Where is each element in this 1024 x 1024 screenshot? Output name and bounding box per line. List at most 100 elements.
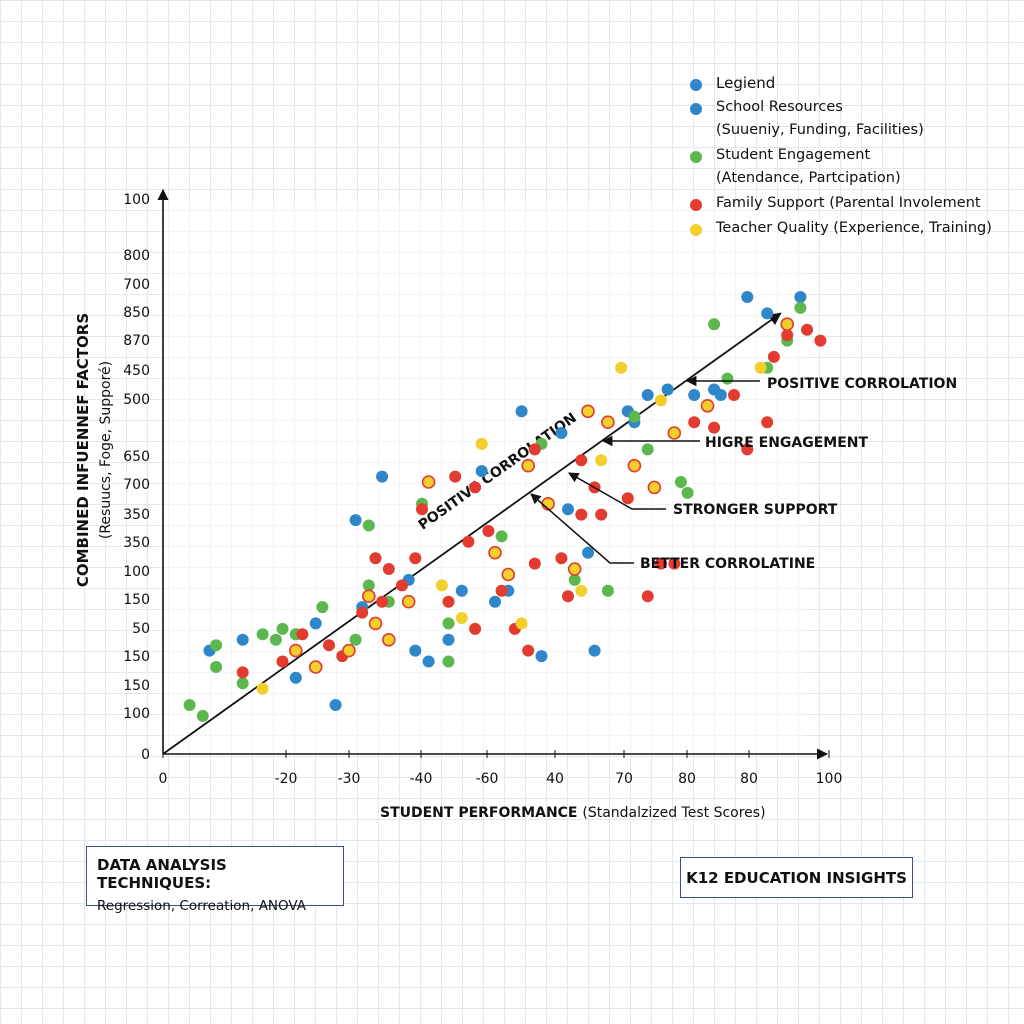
y-tick-label: 100 (123, 192, 150, 208)
data-point-teacher-quality (401, 594, 416, 609)
annotation-label: STRONGER SUPPORT (673, 502, 838, 518)
data-point-family-support (482, 525, 495, 537)
data-point-family-support (236, 666, 249, 679)
data-point-family-support (621, 492, 634, 505)
annotation-arrow (530, 493, 634, 564)
data-point-student-engagement (568, 573, 581, 586)
data-point-family-support (356, 606, 369, 619)
data-point-student-engagement (210, 639, 223, 652)
x-tick-label: -40 (410, 771, 433, 787)
x-tick-label: 40 (546, 771, 564, 787)
data-point-school-resources (714, 389, 727, 401)
data-point-student-engagement (276, 622, 289, 635)
data-point-school-resources (475, 465, 488, 478)
y-tick-label: 100 (123, 564, 150, 580)
data-point-student-engagement (681, 486, 694, 499)
data-point-student-engagement (316, 601, 329, 614)
legend-sublabel: (Atendance, Partcipation) (716, 170, 901, 186)
data-point-family-support (575, 508, 588, 521)
y-tick-label: 350 (123, 507, 150, 523)
data-point-student-engagement (601, 584, 614, 597)
x-tick-label: -30 (338, 771, 361, 787)
data-point-teacher-quality (368, 616, 383, 631)
y-axis-title-note: (Resuucs, Foge, Supporé) (98, 361, 114, 539)
data-point-school-resources (309, 617, 322, 630)
data-point-family-support (728, 389, 740, 401)
data-point-school-resources (489, 595, 501, 608)
data-point-family-support (296, 628, 309, 641)
data-point-family-support (522, 644, 535, 657)
data-point-teacher-quality (308, 660, 323, 674)
data-point-student-engagement (183, 699, 196, 711)
data-point-family-support (495, 584, 508, 597)
data-point-family-support (469, 481, 482, 494)
legend-sublabel: (Suueniy, Funding, Facilities) (716, 122, 924, 138)
data-point-family-support (396, 579, 408, 592)
data-point-school-resources (349, 514, 362, 527)
data-point-family-support (376, 595, 389, 608)
data-point-teacher-quality (381, 632, 396, 647)
legend-item-family-support: Family Support (Parental Involement (688, 195, 1018, 215)
data-point-teacher-quality (256, 682, 269, 695)
legend-label: Student Engagement (716, 147, 871, 163)
data-point-school-resources (329, 699, 342, 711)
data-point-family-support (276, 655, 289, 668)
data-point-family-support (761, 416, 774, 429)
data-point-family-support (462, 535, 475, 548)
legend-title-dot (690, 78, 702, 91)
data-point-teacher-quality (421, 475, 436, 489)
data-point-teacher-quality (615, 361, 628, 374)
data-point-student-engagement (256, 628, 269, 641)
data-point-teacher-quality (667, 426, 682, 440)
trend-line (162, 312, 782, 755)
annotation-arrow (568, 472, 666, 510)
data-point-student-engagement (362, 579, 375, 592)
data-point-family-support (562, 590, 574, 603)
data-point-family-support (741, 443, 754, 456)
x-tick-label: 80 (678, 771, 696, 787)
data-point-school-resources (515, 405, 528, 418)
data-point-teacher-quality (595, 454, 608, 467)
data-point-student-engagement (349, 633, 362, 646)
plot-area (163, 204, 803, 754)
data-point-student-engagement (362, 519, 375, 532)
x-axis-title-note: (Standalzized Test Scores) (582, 805, 765, 821)
data-point-teacher-quality (488, 545, 502, 560)
legend-dot-school-resources (690, 103, 702, 115)
x-tick-label: 100 (816, 771, 843, 787)
data-point-school-resources (422, 655, 435, 668)
data-point-teacher-quality (515, 617, 528, 630)
annotation-label: HIGRE ENGAGEMENT (705, 435, 869, 451)
x-tick-label: 80 (740, 771, 758, 787)
data-point-school-resources (661, 383, 674, 396)
y-tick-label: 350 (123, 535, 150, 551)
data-point-teacher-quality (501, 567, 516, 582)
legend-item-student-engagement: Student Engagement (Atendance, Partcipat… (688, 147, 1018, 190)
legend-title-row: Legiend (688, 74, 1018, 92)
data-point-teacher-quality (455, 612, 468, 624)
data-point-student-engagement (196, 709, 209, 722)
data-point-student-engagement (236, 677, 249, 690)
legend-item-teacher-quality: Teacher Quality (Experience, Training) (688, 220, 1018, 240)
data-point-school-resources (562, 503, 574, 516)
brand-label: K12 EDUCATION INSIGHTS (686, 868, 907, 887)
data-point-family-support (801, 323, 814, 336)
data-point-teacher-quality (521, 458, 536, 473)
legend-title: Legiend (716, 74, 776, 92)
y-tick-label: 150 (123, 649, 150, 665)
data-point-family-support (416, 503, 428, 516)
data-point-student-engagement (442, 655, 455, 668)
y-tick-label: 870 (123, 333, 150, 349)
data-point-family-support (442, 595, 455, 608)
x-tick-label: 70 (615, 771, 633, 787)
y-axis-title: COMBINED INFUENNEF FACTORS (74, 313, 92, 587)
data-point-family-support (781, 329, 794, 342)
data-point-school-resources (761, 307, 774, 320)
y-tick-label: 100 (123, 706, 150, 722)
y-tick-label: 700 (123, 277, 150, 293)
data-point-family-support (708, 421, 721, 434)
y-tick-label: 150 (123, 678, 150, 694)
y-tick-label: 700 (123, 477, 150, 493)
data-point-teacher-quality (435, 579, 448, 592)
